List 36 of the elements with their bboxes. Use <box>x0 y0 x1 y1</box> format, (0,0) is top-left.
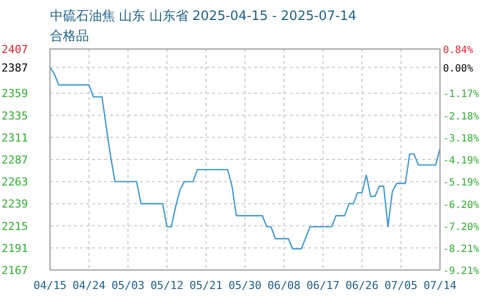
y-tick-label: 2359 <box>2 87 28 100</box>
x-tick-label: 07/05 <box>384 279 418 292</box>
y-tick-label: 2263 <box>2 176 28 189</box>
chart-subtitle: 合格品 <box>50 29 89 44</box>
y-tick-label: 2215 <box>2 220 28 233</box>
y2-tick-label: -3.18% <box>443 133 480 144</box>
x-tick-label: 05/21 <box>189 279 223 292</box>
x-tick-label: 05/03 <box>111 279 145 292</box>
chart-title: 中硫石油焦 山东 山东省 2025-04-15 - 2025-07-14 <box>50 9 356 24</box>
x-tick-label: 05/30 <box>228 279 262 292</box>
y-tick-label: 2311 <box>2 131 28 144</box>
y-tick-label: 2387 <box>2 61 28 74</box>
y2-tick-label: -1.17% <box>443 89 480 100</box>
y2-tick-label: -6.20% <box>443 200 480 211</box>
x-tick-label: 06/26 <box>345 279 379 292</box>
x-tick-label: 07/14 <box>423 279 457 292</box>
x-tick-label: 04/24 <box>72 279 106 292</box>
x-tick-label: 06/17 <box>306 279 340 292</box>
y-tick-label: 2335 <box>2 109 28 122</box>
y-tick-label: 2407 <box>2 43 28 56</box>
y-tick-label: 2191 <box>2 242 28 255</box>
y-tick-label: 2287 <box>2 154 28 166</box>
y2-tick-label: -8.21% <box>443 244 480 256</box>
y2-tick-label: -9.21% <box>443 266 480 277</box>
y2-tick-label: -7.20% <box>443 222 480 233</box>
line-series <box>49 66 441 250</box>
y2-tick-label: -2.18% <box>443 111 480 122</box>
y2-tick-label: -5.19% <box>443 178 480 189</box>
y2-tick-label: -4.19% <box>443 156 480 167</box>
x-tick-label: 04/15 <box>33 279 67 292</box>
y2-tick-label: 0.00% <box>443 63 474 74</box>
y-tick-label: 2167 <box>2 264 28 277</box>
y2-tick-label: 0.84% <box>443 45 474 56</box>
y-tick-label: 2239 <box>2 198 28 211</box>
x-tick-label: 05/12 <box>150 279 184 292</box>
x-tick-label: 06/08 <box>267 279 301 292</box>
